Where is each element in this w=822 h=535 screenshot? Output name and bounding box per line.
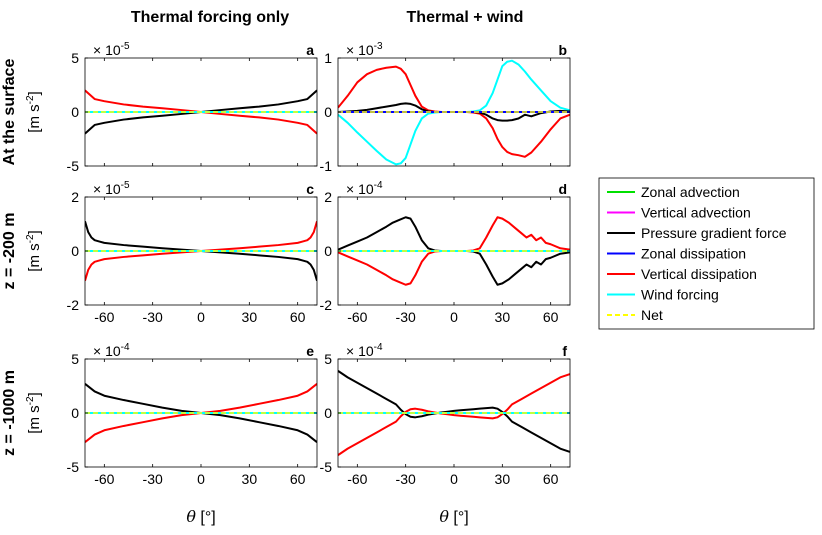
y-tick-label: -1 xyxy=(320,158,333,174)
y-tick-label: 1 xyxy=(324,50,332,66)
panel-f: -60 -30 0 30 60 -5 0 5 × 10-4 f xyxy=(320,342,571,487)
panel-letter: f xyxy=(562,343,567,359)
x-axis-label: θ [°] xyxy=(186,507,215,526)
x-tick-label: -60 xyxy=(347,309,367,325)
series-group xyxy=(85,383,317,443)
x-tick-label: 60 xyxy=(543,309,559,325)
series-group xyxy=(85,221,317,281)
series-pressure-gradient-force-line xyxy=(338,370,570,453)
y-tick-label: -2 xyxy=(67,297,80,313)
x-tick-label: 30 xyxy=(495,471,511,487)
x-tick-label: -60 xyxy=(94,471,114,487)
series-group xyxy=(338,370,570,456)
y-tick-label: 0 xyxy=(71,243,79,259)
y-tick-label: 2 xyxy=(71,189,79,205)
labels-layer: Thermal forcing only Thermal + wind At the… xyxy=(1,9,523,526)
axis-exponent-label: × 10-4 xyxy=(93,342,130,359)
x-tick-label: 60 xyxy=(290,471,306,487)
series-group xyxy=(338,216,570,286)
y-tick-label: 0 xyxy=(71,104,79,120)
x-axis-label: θ [°] xyxy=(439,507,468,526)
row-title: At the surface xyxy=(1,59,18,166)
x-tick-label: -30 xyxy=(143,309,163,325)
panel-c: -60 -30 0 30 60 -2 0 2 × 10-5 c [m s-2] xyxy=(25,180,318,325)
y-tick-label: -5 xyxy=(320,459,333,475)
row-title: z = -1000 m xyxy=(1,370,18,456)
y-axis-label: [m s-2] xyxy=(25,230,43,271)
y-tick-label: 0 xyxy=(324,104,332,120)
column-title: Thermal + wind xyxy=(407,9,524,26)
x-tick-label: 30 xyxy=(495,309,511,325)
x-tick-label: 60 xyxy=(543,471,559,487)
panel-letter: d xyxy=(558,181,567,197)
panel-a: -5 0 5 × 10-5 a [m s-2] xyxy=(25,41,318,174)
panel-e: -60 -30 0 30 60 -5 0 5 × 10-4 e [m s-2] xyxy=(25,342,318,487)
x-tick-label: 30 xyxy=(242,309,258,325)
legend-label: Vertical advection xyxy=(641,205,751,221)
axis-exponent-label: × 10-5 xyxy=(93,180,130,197)
row-title: z = -200 m xyxy=(1,213,18,290)
panels-layer: -5 0 5 × 10-5 a [m s-2] -1 0 1 × 10-3 b -60 -30 0 30 60… xyxy=(25,41,571,487)
panel-letter: e xyxy=(306,343,314,359)
y-axis-label: [m s-2] xyxy=(25,392,43,433)
legend-label: Pressure gradient force xyxy=(641,225,787,241)
y-tick-label: 5 xyxy=(71,50,79,66)
y-axis-label: [m s-2] xyxy=(25,91,43,132)
x-tick-label: 0 xyxy=(450,309,458,325)
panel-d: -60 -30 0 30 60 -2 0 2 × 10-4 d xyxy=(320,180,571,325)
axis-exponent-label: × 10-3 xyxy=(346,41,383,58)
x-tick-label: 30 xyxy=(242,471,258,487)
legend-label: Zonal dissipation xyxy=(641,246,746,262)
y-tick-label: 0 xyxy=(71,405,79,421)
legend-label: Zonal advection xyxy=(641,184,740,200)
legend-label: Net xyxy=(641,307,663,323)
x-tick-label: 60 xyxy=(290,309,306,325)
x-tick-label: 0 xyxy=(450,471,458,487)
panel-letter: a xyxy=(306,42,314,58)
axis-exponent-label: × 10-4 xyxy=(346,180,383,197)
x-tick-label: -30 xyxy=(396,471,416,487)
legend-label: Wind forcing xyxy=(641,287,719,303)
y-tick-label: -5 xyxy=(67,459,80,475)
legend-label: Vertical dissipation xyxy=(641,266,757,282)
y-tick-label: 0 xyxy=(324,243,332,259)
y-tick-label: -2 xyxy=(320,297,333,313)
y-tick-label: 5 xyxy=(324,351,332,367)
x-tick-label: 0 xyxy=(197,309,205,325)
series-group xyxy=(338,59,570,166)
axis-exponent-label: × 10-4 xyxy=(346,342,383,359)
series-vertical-dissipation-line xyxy=(338,373,570,456)
y-tick-label: 0 xyxy=(324,405,332,421)
x-tick-label: -60 xyxy=(347,471,367,487)
y-tick-label: -5 xyxy=(67,158,80,174)
panel-letter: c xyxy=(306,181,314,197)
panel-b: -1 0 1 × 10-3 b xyxy=(320,41,571,174)
axis-exponent-label: × 10-5 xyxy=(93,41,130,58)
panel-letter: b xyxy=(558,42,567,58)
x-tick-label: -30 xyxy=(143,471,163,487)
y-tick-label: 2 xyxy=(324,189,332,205)
column-title: Thermal forcing only xyxy=(131,9,289,26)
x-tick-label: 0 xyxy=(197,471,205,487)
legend: Zonal advection Vertical advection Pressur… xyxy=(598,177,815,330)
series-group xyxy=(85,89,317,135)
y-tick-label: 5 xyxy=(71,351,79,367)
x-tick-label: -30 xyxy=(396,309,416,325)
x-tick-label: -60 xyxy=(94,309,114,325)
